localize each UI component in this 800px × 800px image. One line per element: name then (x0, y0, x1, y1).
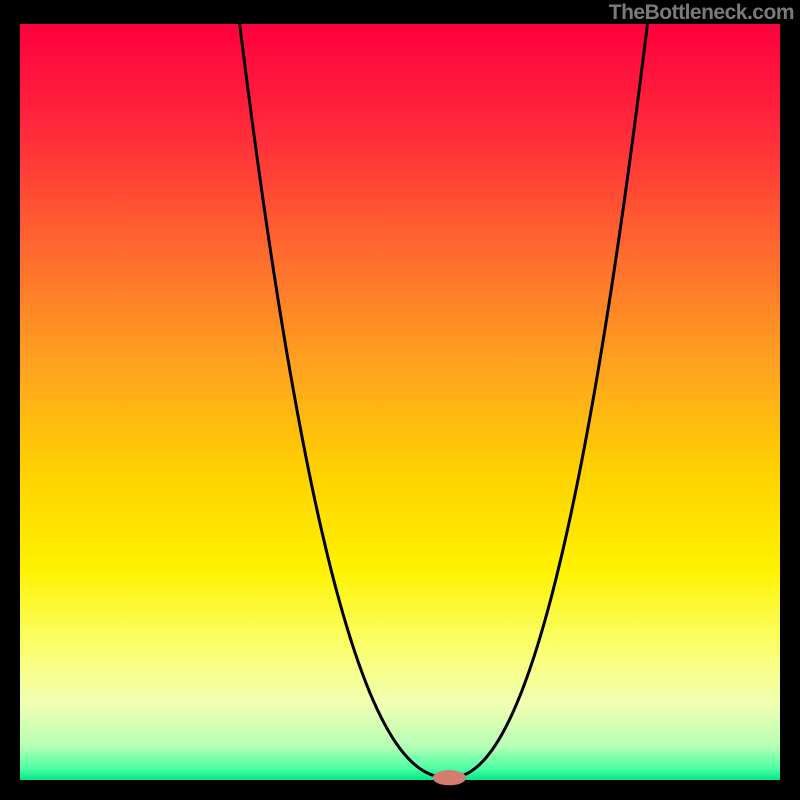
attribution-text: TheBottleneck.com (609, 1, 794, 25)
vertex-marker (433, 770, 466, 785)
plot-background (20, 24, 780, 780)
